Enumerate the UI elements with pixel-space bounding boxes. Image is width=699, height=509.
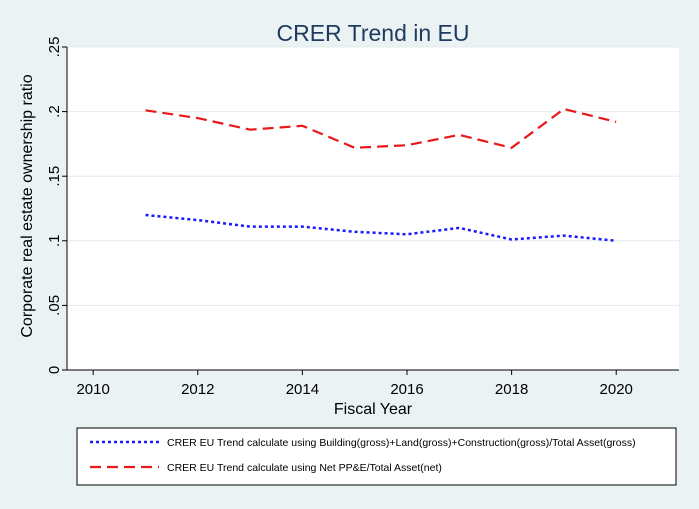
grid-lines [67, 46, 679, 306]
y-tick-label: 0 [46, 366, 63, 374]
series-line-1 [145, 213, 617, 243]
x-tick-label: 2010 [76, 381, 109, 398]
plot-area [67, 47, 679, 370]
x-axis-title: Fiscal Year [334, 401, 413, 418]
legend-label-2: CRER EU Trend calculate using Net PP&E/T… [167, 462, 442, 474]
y-tick-label: .2 [46, 105, 63, 118]
y-tick-label: .1 [46, 235, 63, 248]
y-tick-label: .15 [46, 166, 63, 187]
y-tick-label: .25 [46, 37, 63, 58]
series-line-2 [145, 107, 617, 149]
legend-box [76, 427, 677, 486]
x-tick-label: 2014 [286, 381, 319, 398]
y-axis-title: Corporate real estate ownership ratio [19, 74, 36, 337]
x-tick-label: 2012 [181, 381, 214, 398]
chart-title: CRER Trend in EU [276, 20, 469, 46]
axis-ticks: 0 .05 .1 .15 .2 .25 2010 2012 2014 2016 2018 2020 [46, 37, 633, 398]
series-group [145, 107, 617, 243]
x-tick-label: 2016 [390, 381, 423, 398]
x-tick-label: 2018 [495, 381, 528, 398]
legend: CRER EU Trend calculate using Building(g… [76, 427, 677, 486]
legend-label-1: CRER EU Trend calculate using Building(g… [167, 437, 636, 449]
x-tick-label: 2020 [600, 381, 633, 398]
y-tick-label: .05 [46, 295, 63, 316]
